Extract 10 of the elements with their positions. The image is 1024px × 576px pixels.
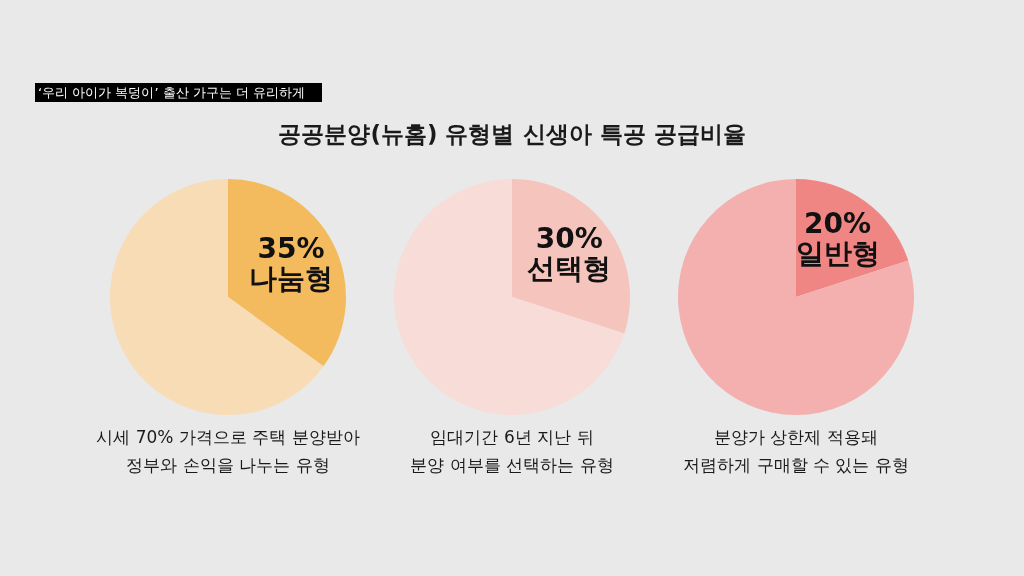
text: 분양가 상한제 적용돼 — [714, 427, 878, 447]
text: 임대기간 6년 지난 뒤 — [430, 427, 594, 447]
text: 저렴하게 구매할 수 있는 유형 — [683, 455, 909, 475]
text: 공공분양(뉴홈) 유형별 신생아 특공 공급비율 — [278, 121, 746, 147]
text: 정부와 손익을 나누는 유형 — [126, 455, 330, 475]
text: 시세 70% 가격으로 주택 분양받아 — [96, 427, 360, 447]
pie-slice — [394, 179, 625, 415]
chart-subtitle: ‘우리 아이가 복덩이’ 출산 가구는 더 유리하게 — [38, 85, 306, 100]
text: 분양 여부를 선택하는 유형 — [410, 455, 614, 475]
pie-slice — [678, 179, 914, 415]
